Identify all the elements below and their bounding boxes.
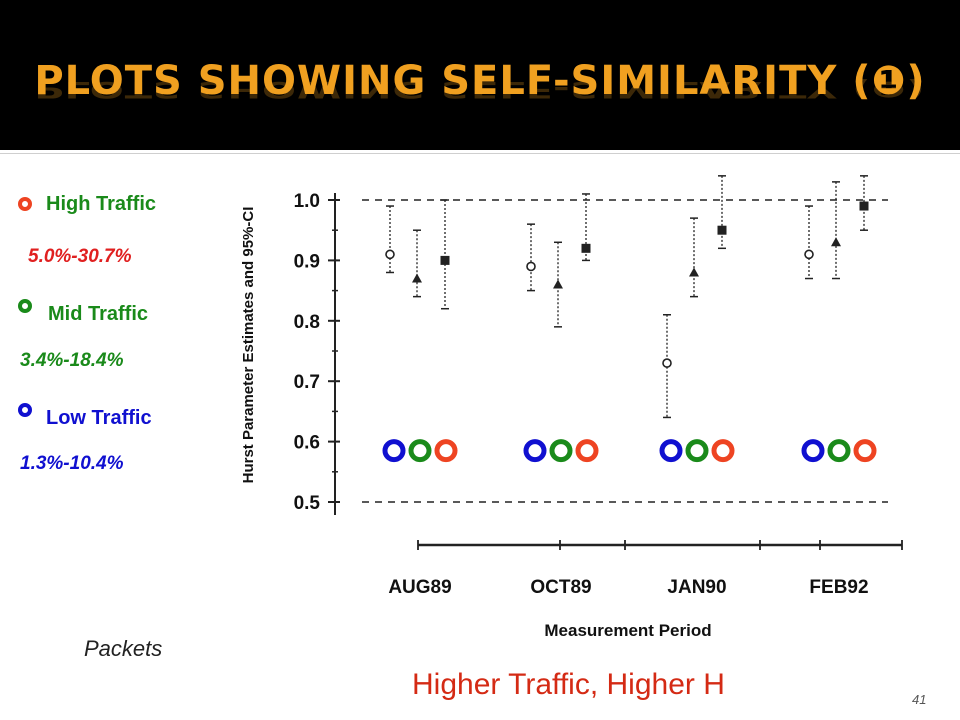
traffic-ring <box>801 439 825 463</box>
data-point-square <box>859 201 869 211</box>
y-tick-label: 1.0 <box>294 191 320 212</box>
x-tick-label: AUG89 <box>388 577 451 598</box>
data-point-square <box>581 243 591 253</box>
page-number: 41 <box>912 692 927 707</box>
data-point-square <box>717 225 727 235</box>
legend-range-low: 1.3%-10.4% <box>20 453 124 474</box>
page-title: Plots Showing Self-Similarity (❶) <box>34 58 926 104</box>
traffic-ring <box>549 439 573 463</box>
x-tick-label: FEB92 <box>809 577 868 598</box>
traffic-ring <box>659 439 683 463</box>
title-bar <box>0 0 960 150</box>
traffic-ring <box>408 439 432 463</box>
data-point-square <box>440 255 450 265</box>
legend-label-low: Low Traffic <box>46 407 152 429</box>
y-axis-label: Hurst Parameter Estimates and 95%-CI <box>240 207 257 484</box>
data-point-circle <box>385 249 395 260</box>
data-point-triangle <box>412 273 422 283</box>
headline: Higher Traffic, Higher H <box>412 668 725 701</box>
title-divider <box>0 153 960 154</box>
data-point-triangle <box>689 267 699 277</box>
traffic-ring <box>685 439 709 463</box>
y-tick-label: 0.8 <box>294 312 320 333</box>
y-tick-label: 0.6 <box>294 433 320 454</box>
y-tick-label: 0.5 <box>294 493 321 514</box>
data-point-circle <box>804 249 814 260</box>
legend-label-high: High Traffic <box>46 193 157 215</box>
traffic-ring <box>523 439 547 463</box>
traffic-ring <box>382 439 406 463</box>
packets-label: Packets <box>84 636 163 661</box>
y-tick-label: 0.7 <box>294 372 320 393</box>
legend-label-mid: Mid Traffic <box>48 303 149 325</box>
data-point-triangle <box>553 279 563 289</box>
legend-ring-low <box>18 403 32 417</box>
legend-range-high: 5.0%-30.7% <box>28 246 132 267</box>
traffic-ring <box>827 439 851 463</box>
legend-range-mid: 3.4%-18.4% <box>20 350 124 371</box>
traffic-ring <box>853 439 877 463</box>
data-point-circle <box>662 358 672 368</box>
y-tick-label: 0.9 <box>294 251 320 272</box>
data-point-circle <box>526 261 536 272</box>
traffic-ring <box>711 439 735 463</box>
x-tick-label: JAN90 <box>667 577 726 598</box>
x-tick-label: OCT89 <box>530 577 591 598</box>
traffic-ring <box>575 439 599 463</box>
legend-ring-mid <box>18 299 32 313</box>
legend-ring-high <box>18 197 32 211</box>
traffic-ring <box>434 439 458 463</box>
x-axis-label: Measurement Period <box>544 621 711 640</box>
data-point-triangle <box>831 237 841 247</box>
